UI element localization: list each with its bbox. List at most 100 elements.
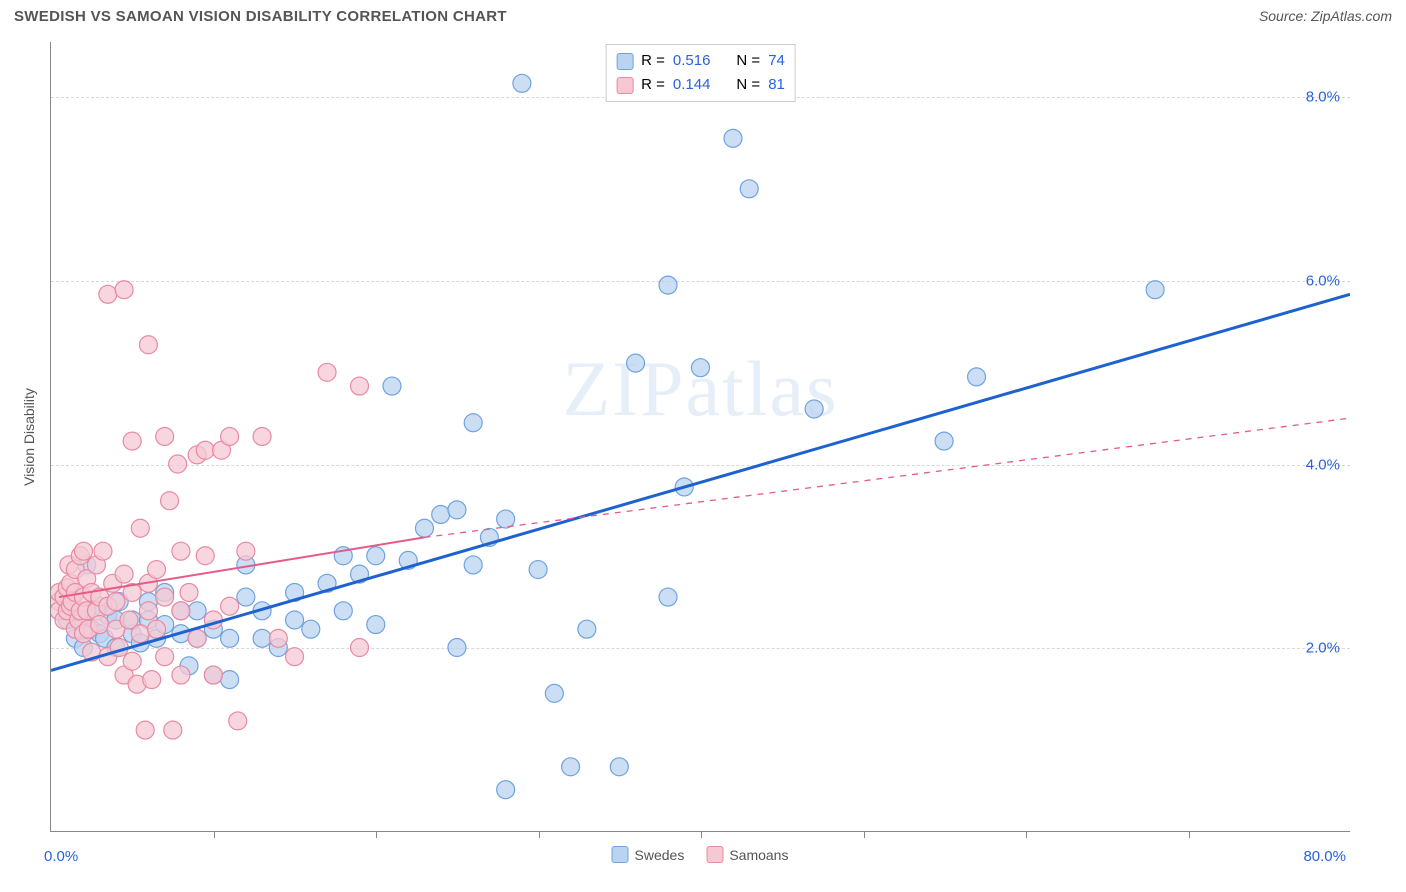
data-point: [172, 602, 190, 620]
data-point: [91, 625, 109, 643]
data-point: [659, 588, 677, 606]
data-point: [204, 666, 222, 684]
data-point: [180, 583, 198, 601]
data-point: [131, 519, 149, 537]
data-point: [143, 671, 161, 689]
data-point: [115, 666, 133, 684]
data-point: [253, 428, 271, 446]
data-point: [204, 611, 222, 629]
data-point: [432, 505, 450, 523]
legend: SwedesSamoans: [612, 846, 789, 863]
data-point: [188, 446, 206, 464]
data-point: [107, 611, 125, 629]
x-max-label: 80.0%: [1303, 848, 1346, 865]
data-point: [99, 606, 117, 624]
data-point: [83, 643, 101, 661]
stat-row: R = 0.516 N = 74: [616, 49, 785, 73]
data-point: [805, 400, 823, 418]
data-point: [180, 657, 198, 675]
data-point: [399, 551, 417, 569]
data-point: [148, 561, 166, 579]
data-point: [60, 556, 78, 574]
data-point: [610, 758, 628, 776]
stat-row: R = 0.144 N = 81: [616, 73, 785, 97]
data-point: [139, 593, 157, 611]
data-point: [115, 281, 133, 299]
y-tick-label: 8.0%: [1306, 89, 1340, 106]
data-point: [139, 574, 157, 592]
data-point: [131, 625, 149, 643]
legend-item: Swedes: [612, 846, 685, 863]
chart-container: Vision Disability ZIPatlas R = 0.516 N =…: [14, 42, 1392, 880]
data-point: [66, 620, 84, 638]
data-point: [61, 574, 79, 592]
data-point: [156, 648, 174, 666]
stat-r-label: R =: [641, 49, 665, 73]
stats-box: R = 0.516 N = 74R = 0.144 N = 81: [605, 44, 796, 102]
data-point: [58, 579, 76, 597]
data-point: [78, 602, 96, 620]
data-point: [104, 574, 122, 592]
data-point: [334, 547, 352, 565]
x-axis: 0.0% 80.0% SwedesSamoans: [50, 836, 1350, 876]
data-point: [83, 583, 101, 601]
data-point: [221, 597, 239, 615]
data-point: [83, 620, 101, 638]
plot-area: ZIPatlas R = 0.516 N = 74R = 0.144 N = 8…: [50, 42, 1350, 832]
chart-title: SWEDISH VS SAMOAN VISION DISABILITY CORR…: [14, 8, 507, 25]
data-point: [61, 597, 79, 615]
data-point: [367, 547, 385, 565]
trend-line: [59, 537, 424, 597]
data-point: [204, 666, 222, 684]
data-point: [724, 129, 742, 147]
stat-n-value: 81: [768, 73, 785, 97]
x-min-label: 0.0%: [44, 848, 78, 865]
data-point: [148, 620, 166, 638]
stat-swatch: [616, 77, 633, 94]
data-point: [172, 625, 190, 643]
stat-swatch: [616, 53, 633, 70]
data-point: [627, 354, 645, 372]
data-point: [253, 629, 271, 647]
data-point: [286, 583, 304, 601]
data-point: [237, 542, 255, 560]
data-point: [237, 556, 255, 574]
data-point: [935, 432, 953, 450]
data-point: [74, 625, 92, 643]
data-point: [480, 528, 498, 546]
data-point: [78, 556, 96, 574]
data-point: [497, 510, 515, 528]
data-point: [66, 561, 84, 579]
data-point: [139, 611, 157, 629]
data-point: [204, 620, 222, 638]
data-point: [51, 583, 68, 601]
data-point: [91, 616, 109, 634]
data-point: [87, 602, 105, 620]
data-point: [156, 616, 174, 634]
data-point: [269, 629, 287, 647]
data-point: [115, 565, 133, 583]
data-point: [71, 602, 89, 620]
gridline: [51, 648, 1350, 649]
legend-swatch: [612, 846, 629, 863]
data-point: [188, 629, 206, 647]
data-point: [58, 611, 76, 629]
data-point: [497, 781, 515, 799]
data-point: [110, 593, 128, 611]
data-point: [213, 441, 231, 459]
gridline: [51, 281, 1350, 282]
stat-r-value: 0.144: [673, 73, 711, 97]
watermark: ZIPatlas: [563, 344, 839, 434]
stat-n-value: 74: [768, 49, 785, 73]
y-tick-label: 4.0%: [1306, 456, 1340, 473]
data-point: [139, 602, 157, 620]
data-point: [229, 712, 247, 730]
data-point: [99, 648, 117, 666]
data-point: [253, 602, 271, 620]
y-tick-label: 2.0%: [1306, 640, 1340, 657]
data-point: [675, 478, 693, 496]
stat-r-value: 0.516: [673, 49, 711, 73]
data-point: [99, 285, 117, 303]
chart-source: Source: ZipAtlas.com: [1259, 8, 1392, 25]
data-point: [562, 758, 580, 776]
